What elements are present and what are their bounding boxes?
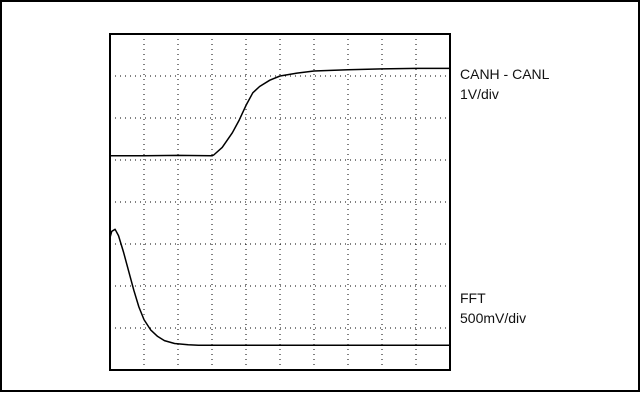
plot-area-border xyxy=(109,33,451,371)
grid xyxy=(110,34,450,370)
series-scale-fft: 500mV/div xyxy=(460,310,527,326)
trace-canh-canl xyxy=(110,67,450,157)
series-label-fft: FFT xyxy=(460,290,486,306)
series-label-canh-canl: CANH - CANL xyxy=(460,66,550,82)
series-scale-canh-canl: 1V/div xyxy=(460,86,499,102)
traces xyxy=(109,67,450,346)
trace-fft xyxy=(109,228,450,346)
